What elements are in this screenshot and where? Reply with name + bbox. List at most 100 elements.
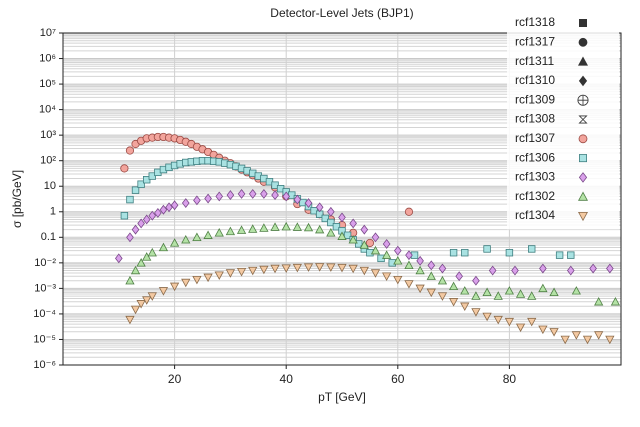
legend-marker [578, 115, 588, 124]
point [332, 223, 341, 231]
legend-label: rcf1309 [515, 92, 555, 106]
point [169, 282, 180, 292]
point [359, 266, 369, 276]
point [610, 296, 621, 306]
legend-marker [579, 18, 588, 27]
point [225, 269, 236, 278]
point [165, 202, 173, 213]
point [120, 212, 129, 220]
point [355, 240, 363, 248]
point [370, 245, 381, 255]
point [360, 224, 369, 235]
point [527, 291, 537, 300]
point [483, 245, 491, 253]
point [571, 331, 581, 340]
axes: 10⁻⁶ 10⁻⁵ 10⁻⁴ 10⁻³ 10⁻² 0.1 1 10 10² 10³ 10⁴ 10⁵ 10… [33, 27, 516, 386]
point [282, 191, 291, 202]
point [527, 317, 537, 327]
point [482, 312, 492, 322]
point [226, 190, 235, 201]
x-axis-label: pT [GeV] [318, 390, 366, 404]
point [493, 315, 503, 325]
y-tick-label: 10⁻⁴ [33, 308, 56, 320]
legend-label: rcf1318 [515, 15, 555, 29]
point [582, 335, 593, 345]
legend-label: rcf1308 [515, 112, 555, 126]
point [131, 224, 140, 235]
point [315, 202, 324, 213]
point [192, 232, 202, 242]
point [142, 214, 151, 225]
point [539, 263, 547, 274]
legend-marker [579, 154, 588, 163]
point [260, 188, 268, 199]
point [136, 300, 146, 309]
point [348, 234, 358, 244]
legend-marker [578, 37, 588, 47]
point [154, 207, 162, 218]
point [327, 206, 335, 217]
point [427, 260, 436, 271]
point [293, 194, 302, 205]
point [170, 200, 179, 211]
point [343, 231, 352, 239]
point [114, 253, 123, 264]
legend-marker [577, 94, 589, 106]
y-tick-label: 10⁶ [39, 52, 56, 64]
legend: rcf1318 rcf1317 rcf1311 rcf1310 rcf1309 rcf13… [507, 13, 619, 230]
point [437, 292, 448, 301]
point [236, 225, 247, 234]
point [326, 228, 336, 237]
legend-label: rcf1310 [515, 73, 555, 87]
point [455, 271, 463, 282]
point [137, 218, 145, 229]
point [567, 251, 575, 259]
point [404, 280, 414, 289]
point [181, 234, 191, 244]
y-tick-label: 10² [40, 155, 56, 167]
y-tick-label: 10⁵ [39, 78, 56, 90]
y-tick-label: 10³ [40, 129, 56, 141]
point [415, 265, 425, 275]
point [321, 214, 329, 223]
point [147, 247, 157, 257]
point [169, 238, 180, 247]
point [130, 305, 141, 315]
point [359, 240, 369, 249]
point [147, 292, 157, 301]
point [448, 281, 459, 291]
point [393, 275, 403, 285]
point [515, 289, 526, 298]
legend-marker [578, 75, 588, 87]
point [225, 226, 236, 236]
point [365, 238, 374, 248]
legend-label: rcf1306 [515, 150, 555, 164]
x-tick-label: 20 [168, 372, 182, 386]
point [482, 287, 492, 297]
point [416, 255, 424, 266]
y-axis-label: σ [pb/GeV] [10, 170, 24, 228]
point [248, 266, 258, 276]
point [471, 291, 481, 300]
point [515, 323, 526, 333]
point [270, 264, 280, 274]
x-tick-label: 80 [503, 372, 517, 386]
point [589, 263, 597, 274]
point [549, 287, 559, 297]
point [327, 218, 335, 227]
point [460, 286, 470, 295]
point [382, 238, 391, 249]
point [193, 195, 201, 206]
point [270, 222, 280, 231]
point [415, 284, 425, 294]
point [214, 228, 224, 237]
point [566, 265, 575, 276]
point [236, 268, 247, 277]
legend-label: rcf1317 [515, 34, 555, 48]
point [303, 222, 314, 232]
point [136, 258, 146, 267]
point [130, 265, 141, 275]
point [504, 286, 515, 295]
point [449, 248, 458, 257]
